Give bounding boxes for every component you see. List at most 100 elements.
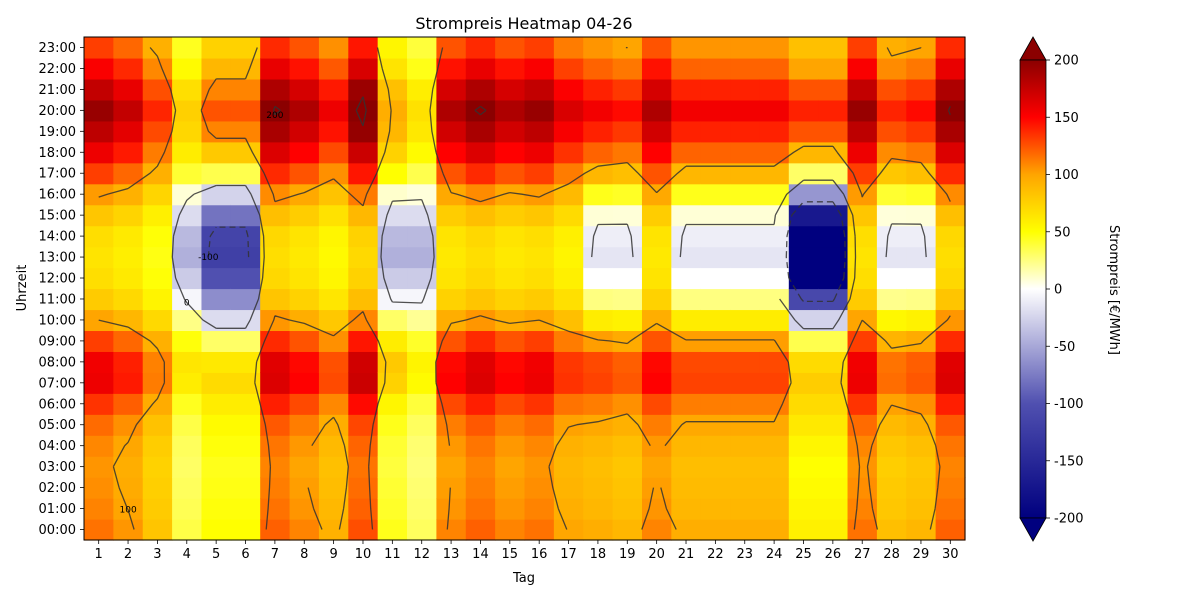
heatmap-cell xyxy=(318,99,349,122)
heatmap-cell xyxy=(935,351,966,373)
y-tick-label: 12:00 xyxy=(39,272,76,287)
heatmap-cell xyxy=(113,456,144,478)
heatmap-cell xyxy=(289,204,320,227)
heatmap-cell xyxy=(730,372,761,394)
heatmap-cell xyxy=(377,309,408,332)
heatmap-cell xyxy=(289,498,320,520)
heatmap-cell xyxy=(465,351,496,373)
heatmap-cell xyxy=(436,162,467,185)
heatmap-cell xyxy=(84,498,114,520)
heatmap-cell xyxy=(230,519,261,541)
heatmap-cell xyxy=(553,37,584,59)
heatmap-cell xyxy=(935,267,966,290)
heatmap-cell xyxy=(377,477,408,499)
heatmap-cell xyxy=(495,162,526,185)
heatmap-cell xyxy=(465,141,496,164)
heatmap-cell xyxy=(289,477,320,499)
heatmap-cell xyxy=(524,477,555,499)
heatmap-cell xyxy=(730,498,761,520)
heatmap-cell xyxy=(113,477,144,499)
heatmap-cell xyxy=(935,57,966,80)
heatmap-cell xyxy=(113,330,144,352)
heatmap-cell xyxy=(318,246,349,269)
heatmap-cell xyxy=(671,288,702,311)
heatmap-cell xyxy=(318,330,349,352)
heatmap-cell xyxy=(172,225,203,248)
heatmap-cell xyxy=(935,435,966,457)
heatmap-cell xyxy=(260,267,291,290)
heatmap-cell xyxy=(377,498,408,520)
heatmap-cell xyxy=(847,204,878,227)
heatmap-cell xyxy=(847,183,878,206)
heatmap-cell xyxy=(524,204,555,227)
heatmap-cell xyxy=(465,267,496,290)
heatmap-cell xyxy=(84,99,114,122)
heatmap-cell xyxy=(377,57,408,80)
heatmap-cell xyxy=(583,37,614,59)
heatmap-cell xyxy=(935,393,966,415)
heatmap-cell xyxy=(201,330,232,352)
heatmap-cell xyxy=(788,141,819,164)
x-tick-label: 27 xyxy=(854,547,871,562)
heatmap-cell xyxy=(524,120,555,143)
colorbar-tick-label: -200 xyxy=(1054,512,1084,527)
heatmap-cell xyxy=(201,309,232,332)
heatmap-cell xyxy=(641,99,672,122)
heatmap-cell xyxy=(407,519,437,541)
heatmap-cell xyxy=(377,435,408,457)
heatmap-cell xyxy=(583,288,614,311)
heatmap-cell xyxy=(553,519,584,541)
heatmap-cell xyxy=(906,309,937,332)
heatmap-cell xyxy=(641,141,672,164)
heatmap-cell xyxy=(553,288,584,311)
heatmap-cell xyxy=(407,288,437,311)
heatmap-cell xyxy=(788,267,819,290)
heatmap-cell xyxy=(172,57,203,80)
heatmap-cell xyxy=(730,435,761,457)
heatmap-cell xyxy=(172,37,203,59)
heatmap-cell xyxy=(84,330,114,352)
x-tick-label: 30 xyxy=(942,547,959,562)
x-tick-label: 1 xyxy=(95,547,103,562)
heatmap-cell xyxy=(230,57,261,80)
heatmap-cell xyxy=(113,78,144,101)
heatmap-cell xyxy=(876,393,907,415)
heatmap-cell xyxy=(583,162,614,185)
heatmap-cell xyxy=(612,393,643,415)
heatmap-cell xyxy=(113,393,144,415)
heatmap-cell xyxy=(436,393,467,415)
heatmap-cell xyxy=(641,225,672,248)
heatmap-cell xyxy=(436,37,467,59)
heatmap-cell xyxy=(465,120,496,143)
heatmap-cell xyxy=(377,225,408,248)
heatmap-cell xyxy=(759,204,790,227)
heatmap-cell xyxy=(583,246,614,269)
x-tick-label: 16 xyxy=(531,547,548,562)
heatmap-cell xyxy=(142,372,173,394)
heatmap-cell xyxy=(524,435,555,457)
heatmap-cell xyxy=(495,37,526,59)
heatmap-cell xyxy=(436,246,467,269)
heatmap-cell xyxy=(113,99,144,122)
heatmap-cell xyxy=(495,309,526,332)
heatmap-cell xyxy=(759,162,790,185)
heatmap-cell xyxy=(230,456,261,478)
colorbar-bottom-arrow xyxy=(1019,517,1047,542)
heatmap-cell xyxy=(612,351,643,373)
heatmap-cell xyxy=(260,225,291,248)
y-tick-label: 19:00 xyxy=(39,125,76,140)
heatmap-cell xyxy=(142,393,173,415)
heatmap-cell xyxy=(847,225,878,248)
heatmap-cell xyxy=(641,309,672,332)
y-tick-label: 11:00 xyxy=(39,292,76,307)
y-axis-label: Uhrzeit xyxy=(15,265,30,312)
heatmap-cell xyxy=(906,99,937,122)
heatmap-cell xyxy=(612,183,643,206)
heatmap-cell xyxy=(788,435,819,457)
heatmap-cell xyxy=(553,330,584,352)
heatmap-cell xyxy=(172,246,203,269)
heatmap-cell xyxy=(142,288,173,311)
heatmap-cell xyxy=(906,225,937,248)
heatmap-cell xyxy=(495,498,526,520)
heatmap-cell xyxy=(553,477,584,499)
